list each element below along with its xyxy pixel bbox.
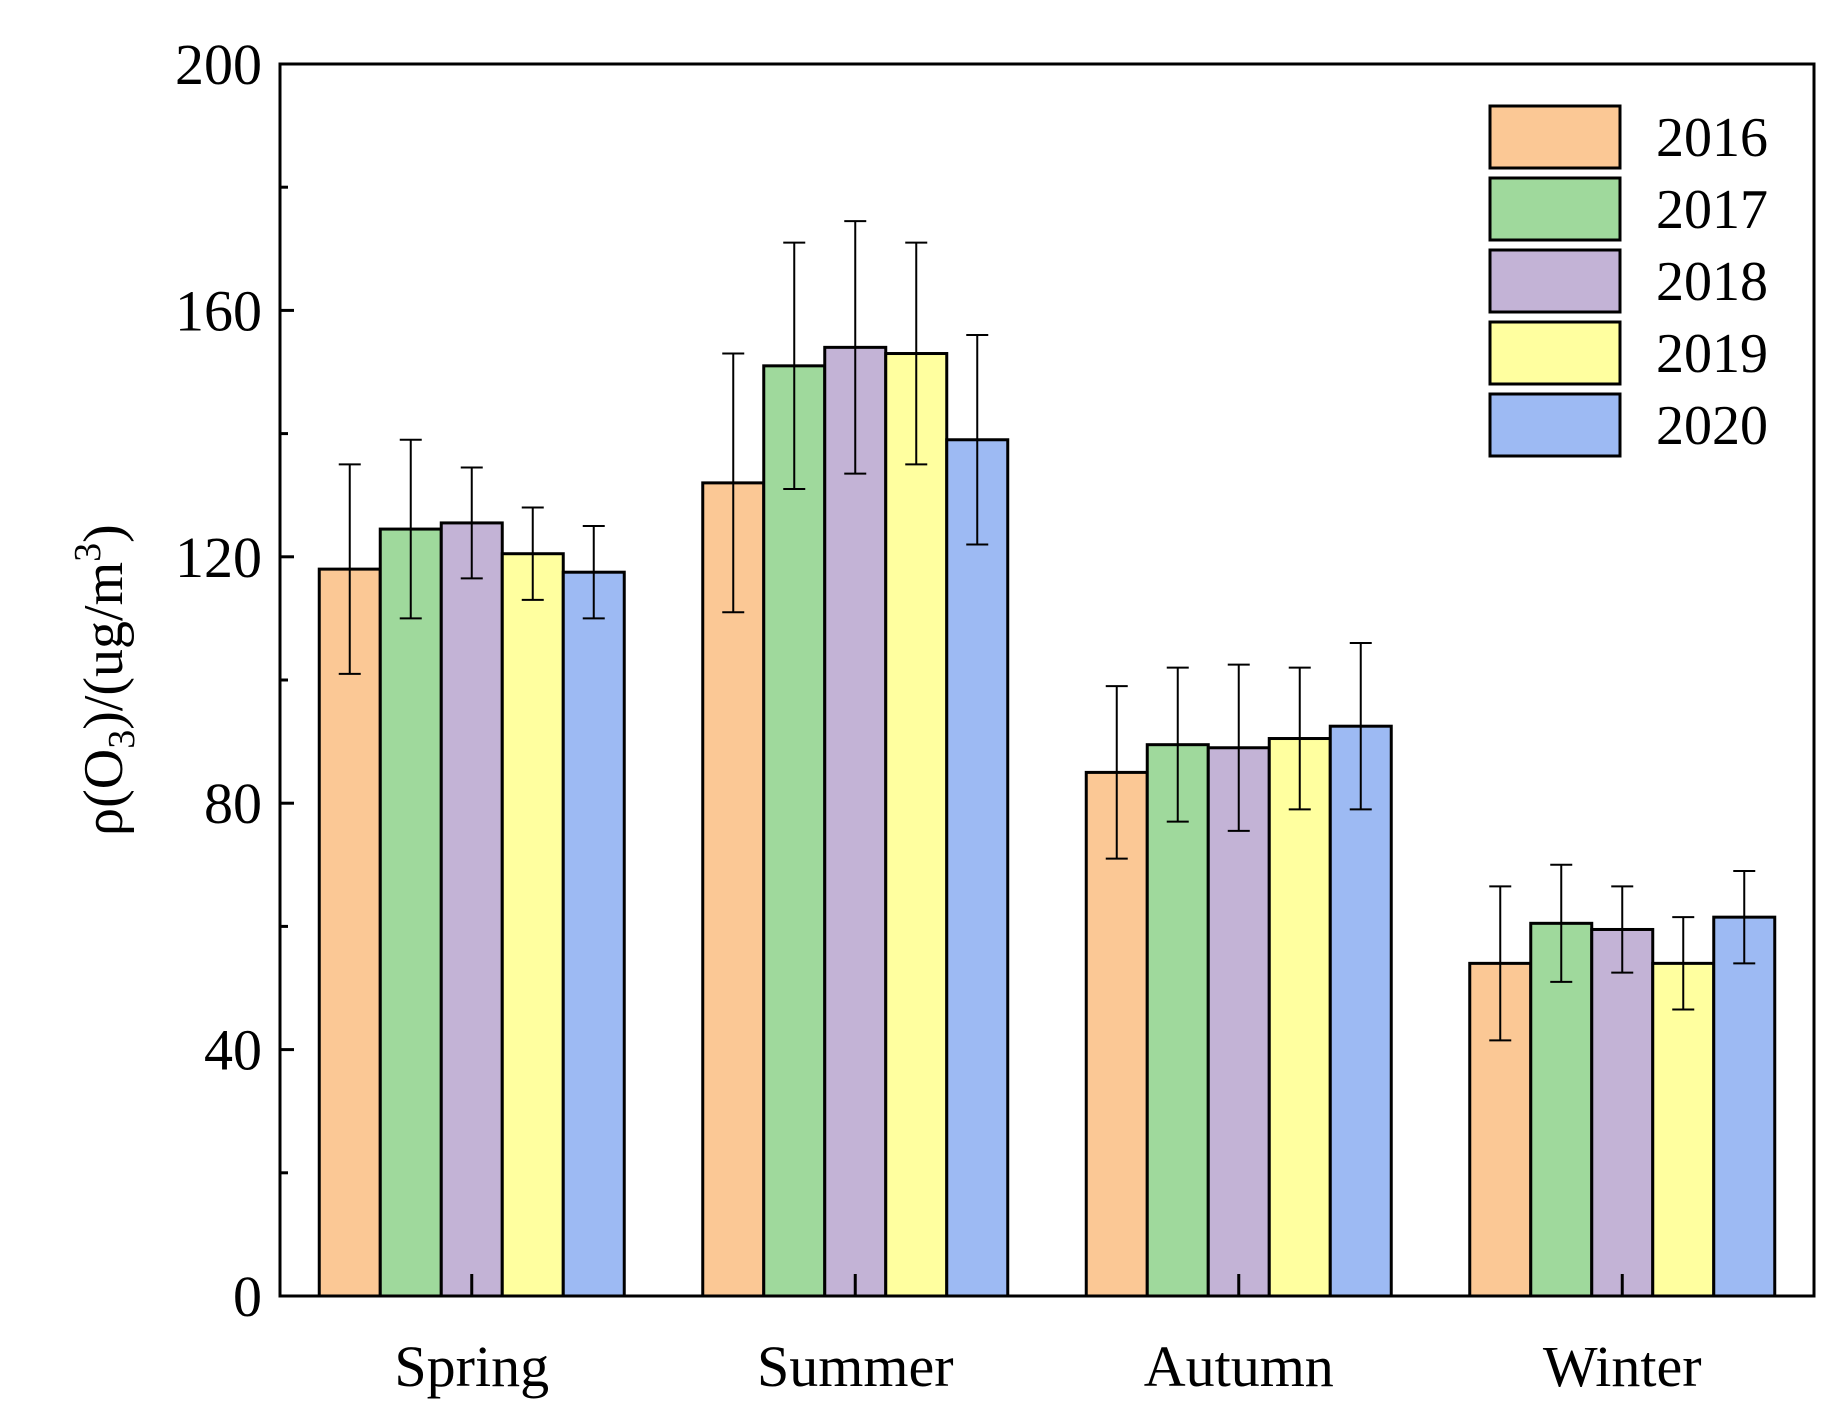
x-tick-label-spring: Spring	[394, 1334, 549, 1399]
x-tick-label-summer: Summer	[757, 1334, 954, 1399]
bar-autumn-2016	[1084, 770, 1149, 1298]
legend-swatch-2017	[1488, 176, 1622, 242]
bar-spring-2020	[561, 570, 626, 1298]
x-tick-label-autumn: Autumn	[1144, 1334, 1334, 1399]
error-bars-layer	[338, 220, 1756, 1042]
bar-summer-2020	[945, 438, 1010, 1298]
bar-summer-2017	[762, 364, 827, 1298]
y-axis-label: ρ(O3)/(ug/m3)	[67, 524, 143, 836]
bars-layer	[317, 345, 1777, 1298]
legend-label-2016: 2016	[1656, 107, 1768, 169]
bar-autumn-2017	[1145, 743, 1210, 1298]
legend-swatch-2019	[1488, 320, 1622, 386]
bar-autumn-2020	[1328, 724, 1393, 1298]
legend-label-2020: 2020	[1656, 395, 1768, 457]
bar-spring-2017	[378, 527, 443, 1298]
bar-summer-2019	[884, 352, 949, 1298]
legend-swatch-2018	[1488, 248, 1622, 314]
y-tick-label-200: 200	[175, 32, 262, 97]
legend-swatch-2016	[1488, 104, 1622, 170]
y-tick-labels: 0 40 80 120 160 200	[175, 32, 262, 1329]
x-tick-labels: Spring Summer Autumn Winter	[394, 1334, 1701, 1399]
y-tick-label-80: 80	[204, 771, 262, 836]
legend-swatch-2020	[1488, 392, 1622, 458]
y-tick-label-120: 120	[175, 525, 262, 590]
bar-summer-2018	[823, 345, 888, 1298]
bar-autumn-2019	[1267, 737, 1332, 1298]
y-tick-label-40: 40	[204, 1018, 262, 1083]
y-tick-label-0: 0	[233, 1264, 262, 1329]
bar-spring-2016	[317, 567, 382, 1298]
axis-ticks	[280, 62, 1624, 1298]
bar-winter-2020	[1712, 915, 1777, 1298]
x-tick-label-winter: Winter	[1543, 1334, 1702, 1399]
legend-label-2019: 2019	[1656, 323, 1768, 385]
legend: 2016 2017 2018 2019 2020	[1488, 104, 1768, 458]
y-tick-label-160: 160	[175, 278, 262, 343]
bar-summer-2016	[701, 481, 766, 1298]
bar-winter-2019	[1651, 961, 1716, 1298]
legend-label-2017: 2017	[1656, 179, 1768, 241]
bar-spring-2018	[439, 521, 504, 1298]
bar-winter-2018	[1590, 927, 1655, 1298]
legend-label-2018: 2018	[1656, 251, 1768, 313]
bar-spring-2019	[500, 552, 565, 1298]
